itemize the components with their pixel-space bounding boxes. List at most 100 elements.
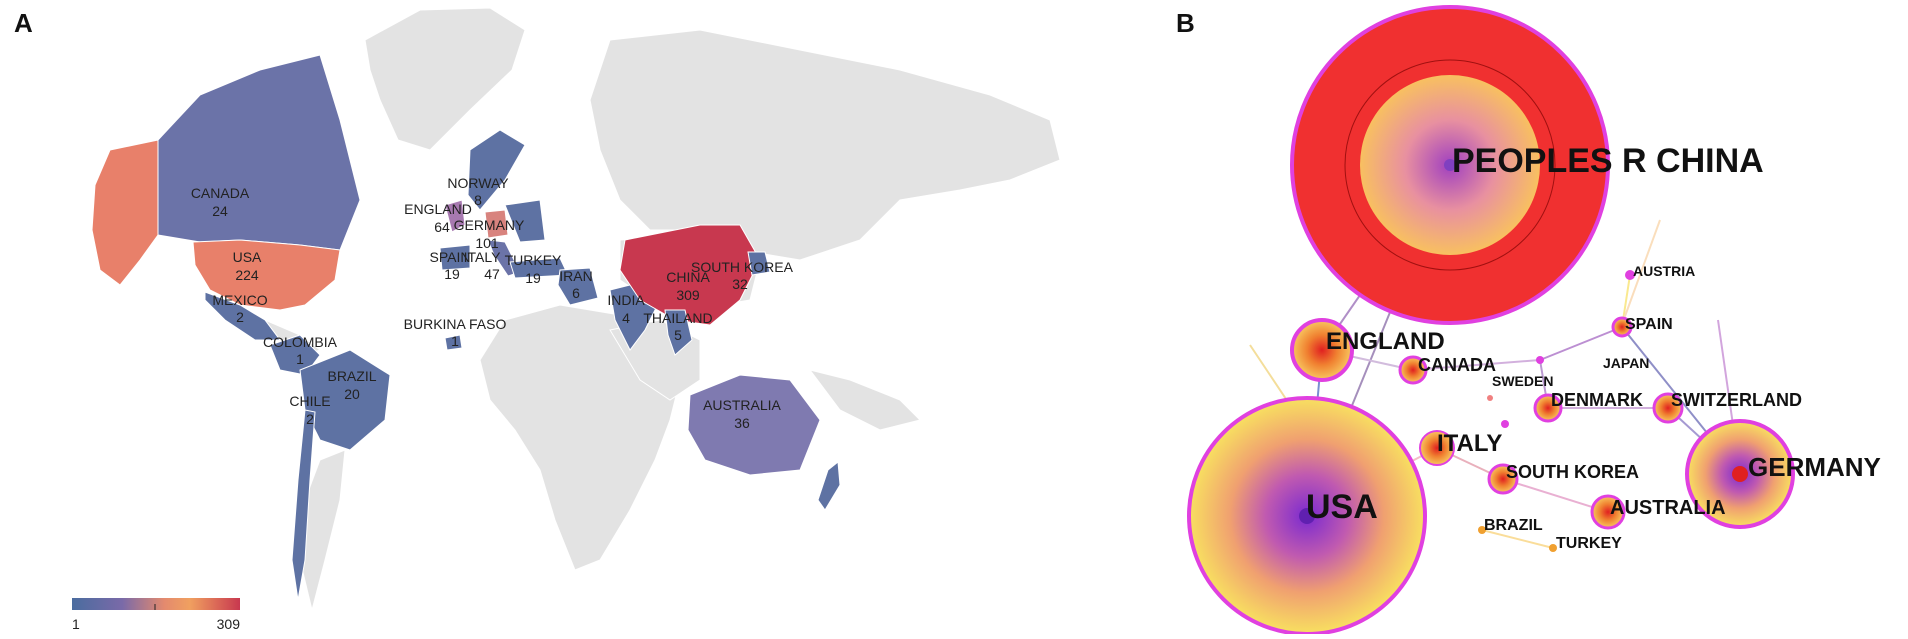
link-spain-sweden <box>1539 326 1623 361</box>
label-italy-value: 47 <box>484 266 500 282</box>
country-norway <box>467 129 526 211</box>
country-thailand <box>664 309 693 356</box>
node-label-turkey: TURKEY <box>1556 535 1622 552</box>
label-chile-value: 2 <box>306 411 314 427</box>
link-top-right <box>1619 219 1661 331</box>
network-labels: PEOPLES R CHINA USA GERMANY ENGLAND ITAL… <box>1306 142 1881 552</box>
node-label-australia: AUSTRALIA <box>1610 497 1726 519</box>
node-label-italy: ITALY <box>1437 430 1502 457</box>
label-brazil-value: 20 <box>344 386 360 402</box>
node-label-sweden: SWEDEN <box>1492 373 1553 389</box>
node-label-denmark: DENMARK <box>1551 390 1643 410</box>
node-denmark[interactable] <box>1533 393 1563 423</box>
country-iran <box>557 267 599 306</box>
label-south-korea-name: SOUTH KOREA <box>691 259 794 275</box>
link-southkorea-australia <box>1502 478 1609 513</box>
node-austria[interactable] <box>1625 270 1635 280</box>
label-spain-name: SPAIN <box>430 249 471 265</box>
node-spain-outer <box>1611 316 1633 338</box>
country-europe-east <box>504 199 546 243</box>
label-turkey-value: 19 <box>525 270 541 286</box>
label-norway-name: NORWAY <box>447 175 509 191</box>
node-usa-core <box>1299 508 1315 524</box>
network-nodes <box>1187 5 1795 636</box>
node-austria-outer <box>1625 270 1635 280</box>
label-burkina-faso-value: 1 <box>451 333 459 349</box>
node-label-germany: GERMANY <box>1748 452 1881 482</box>
node-label-south-korea: SOUTH KOREA <box>1506 462 1639 482</box>
world-map: CANADA 24 USA 224 MEXICO 2 COLOMBIA 1 BR… <box>72 7 1061 632</box>
label-turkey-name: TURKEY <box>505 252 562 268</box>
label-burkina-faso-name: BURKINA FASO <box>404 316 507 332</box>
country-canada <box>157 54 361 251</box>
country-usa <box>192 239 341 311</box>
label-usa-value: 224 <box>235 267 259 283</box>
node-england[interactable] <box>1290 318 1354 382</box>
node-canada[interactable] <box>1398 355 1428 385</box>
node-switzerland[interactable] <box>1652 392 1684 424</box>
node-switzerland-outer <box>1652 392 1684 424</box>
shaded-countries <box>91 54 841 601</box>
country-china <box>619 224 761 326</box>
node-china-mid <box>1344 59 1556 271</box>
label-germany-value: 101 <box>475 235 499 251</box>
node-germany[interactable] <box>1685 419 1795 529</box>
node-england-outer <box>1290 318 1354 382</box>
panel-b-letter: B <box>1176 8 1195 38</box>
legend-max-label: 309 <box>217 616 241 632</box>
label-australia-value: 36 <box>734 415 750 431</box>
southeast-asia-shape <box>808 369 921 431</box>
node-label-japan: JAPAN <box>1603 355 1649 371</box>
label-india-value: 4 <box>622 310 630 326</box>
label-usa-name: USA <box>233 249 262 265</box>
node-label-brazil: BRAZIL <box>1484 517 1543 534</box>
country-mexico <box>204 291 281 341</box>
node-brazil-outer <box>1478 526 1486 534</box>
node-label-canada: CANADA <box>1418 355 1496 375</box>
node-china[interactable] <box>1290 5 1610 325</box>
node-canada-outer <box>1398 355 1428 385</box>
node-label-usa: USA <box>1306 488 1378 526</box>
node-china-core <box>1444 159 1456 171</box>
node-spain[interactable] <box>1611 316 1633 338</box>
country-new-zealand <box>817 461 841 511</box>
link-brazil-turkey <box>1481 529 1554 549</box>
node-label-switzerland: SWITZERLAND <box>1671 390 1802 410</box>
country-south-korea <box>747 251 771 276</box>
node-australia[interactable] <box>1590 494 1626 530</box>
label-norway-value: 8 <box>474 192 482 208</box>
node-turkey-outer <box>1549 544 1557 552</box>
color-legend: 1 309 <box>72 598 240 632</box>
label-canada-value: 24 <box>212 203 228 219</box>
node-italy[interactable] <box>1419 430 1455 466</box>
label-canada-name: CANADA <box>191 185 250 201</box>
node-brazil[interactable] <box>1478 526 1486 534</box>
node-sweden[interactable] <box>1536 356 1544 364</box>
node-label-austria: AUSTRIA <box>1633 263 1695 279</box>
node-turkey[interactable] <box>1549 544 1557 552</box>
node-australia-outer <box>1590 494 1626 530</box>
label-italy-name: ITALY <box>464 249 501 265</box>
node-italy-outer <box>1419 430 1455 466</box>
node-south-korea[interactable] <box>1487 463 1519 495</box>
legend-gradient-bar <box>72 598 240 610</box>
country-alaska <box>91 139 159 286</box>
label-england-name: ENGLAND <box>404 201 472 217</box>
node-misc <box>1487 395 1509 428</box>
label-australia-name: AUSTRALIA <box>703 397 781 413</box>
node-small-dot <box>1501 420 1509 428</box>
node-sweden-outer <box>1536 356 1544 364</box>
node-label-china: PEOPLES R CHINA <box>1452 142 1764 180</box>
label-chile-name: CHILE <box>289 393 330 409</box>
world-map-panel: CANADA 24 USA 224 MEXICO 2 COLOMBIA 1 BR… <box>72 7 1061 632</box>
label-iran-name: IRAN <box>559 268 592 284</box>
node-denmark-outer <box>1533 393 1563 423</box>
collaboration-network-panel: PEOPLES R CHINA USA GERMANY ENGLAND ITAL… <box>1170 0 1908 636</box>
label-colombia-value: 1 <box>296 351 304 367</box>
label-brazil-name: BRAZIL <box>327 368 376 384</box>
node-germany-core <box>1732 466 1748 482</box>
link-canada-sweden <box>1412 359 1541 371</box>
label-mexico-value: 2 <box>236 309 244 325</box>
country-australia <box>687 374 821 476</box>
label-england-value: 64 <box>434 219 450 235</box>
